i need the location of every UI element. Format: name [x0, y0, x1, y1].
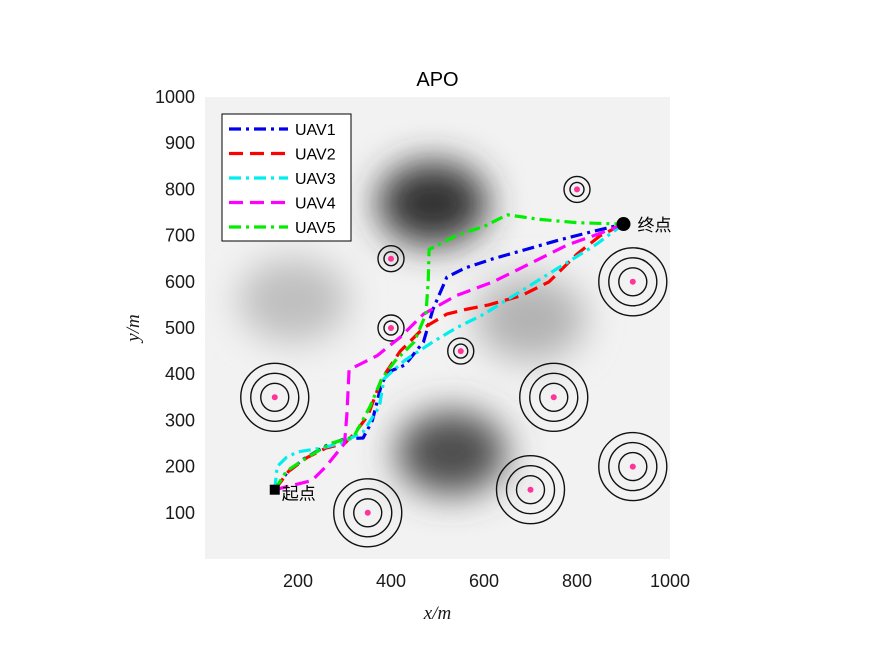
- x-tick-label: 400: [376, 571, 406, 591]
- legend-label: UAV3: [295, 171, 336, 188]
- y-tick-label: 700: [165, 226, 195, 246]
- threat-center: [457, 348, 464, 355]
- legend-label: UAV5: [295, 220, 336, 237]
- threat-ring: [505, 465, 556, 515]
- x-tick-label: 800: [562, 571, 592, 591]
- threat-zones: [240, 175, 668, 548]
- y-tick-label: 100: [165, 503, 195, 523]
- threat-ring: [539, 382, 569, 412]
- threat-ring: [598, 431, 668, 502]
- threat-center: [550, 394, 557, 401]
- terrain-dark-spot: [377, 161, 488, 246]
- y-tick-label: 900: [165, 133, 195, 153]
- threat-zone: [598, 431, 668, 502]
- x-tick-label: 1000: [650, 571, 690, 591]
- threat-ring: [563, 175, 591, 204]
- start-end-markers: 起点 终点: [269, 216, 672, 505]
- threat-ring: [515, 475, 546, 505]
- y-axis-label: y/m: [123, 314, 144, 343]
- terrain-dark-spot: [238, 258, 349, 343]
- x-tick-label: 200: [283, 571, 313, 591]
- threat-ring: [519, 362, 589, 432]
- path-uav2: [273, 222, 625, 491]
- x-axis-label: x/m: [423, 603, 451, 624]
- y-tick-label: 800: [165, 179, 195, 199]
- threat-ring: [608, 441, 658, 492]
- threat-ring: [377, 245, 405, 273]
- y-tick-label: 400: [165, 364, 195, 384]
- end-marker: [616, 217, 631, 232]
- threat-ring: [353, 498, 383, 528]
- terrain-shading: [238, 161, 586, 495]
- threat-center: [388, 255, 394, 262]
- x-axis-ticks: 200 400 600 800 1000: [283, 571, 690, 591]
- threat-ring: [250, 372, 300, 422]
- threat-center: [629, 463, 636, 470]
- y-tick-label: 200: [165, 457, 195, 477]
- threat-center: [271, 394, 278, 401]
- threat-ring: [495, 455, 566, 525]
- y-tick-label: 500: [165, 318, 195, 338]
- threat-ring: [240, 362, 310, 432]
- threat-ring: [453, 343, 469, 359]
- threat-zone: [333, 478, 403, 548]
- legend-item-uav5: UAV5: [229, 220, 336, 237]
- threat-ring: [383, 320, 399, 336]
- threat-ring: [383, 251, 399, 267]
- threat-zone: [240, 362, 310, 432]
- x-tick-label: 600: [469, 571, 499, 591]
- y-tick-label: 300: [165, 410, 195, 430]
- y-tick-label: 600: [165, 272, 195, 292]
- threat-center: [527, 486, 534, 493]
- threat-center: [388, 325, 394, 331]
- threat-center: [574, 186, 580, 193]
- path-uav3: [273, 222, 625, 490]
- legend-label: UAV1: [295, 122, 336, 139]
- legend-label: UAV4: [295, 196, 336, 213]
- path-uav4: [274, 222, 625, 492]
- threat-ring: [618, 267, 648, 297]
- path-uav5: [273, 213, 624, 491]
- threat-ring: [343, 488, 393, 538]
- threat-zone: [519, 362, 589, 432]
- threat-ring: [608, 257, 658, 307]
- threat-center: [629, 278, 636, 285]
- legend-label: UAV2: [295, 147, 336, 164]
- y-axis-ticks: 100 200 300 400 500 600 700 800 900 1000: [155, 87, 195, 523]
- threat-ring: [260, 382, 290, 412]
- end-label: 终点: [638, 216, 672, 236]
- threat-zone: [377, 314, 405, 342]
- legend-item-uav3: UAV3: [229, 171, 336, 188]
- threat-ring: [569, 181, 585, 198]
- threat-ring: [333, 478, 403, 548]
- start-label: 起点: [282, 485, 316, 505]
- legend-item-uav4: UAV4: [229, 196, 336, 213]
- threat-center: [364, 509, 371, 516]
- terrain-dark-spot: [396, 410, 507, 495]
- threat-ring: [447, 337, 475, 365]
- legend: UAV1 UAV2 UAV3 UAV4 UAV5: [221, 113, 352, 242]
- uav-paths: [273, 213, 625, 492]
- legend-item-uav1: UAV1: [229, 122, 336, 139]
- threat-ring: [598, 247, 668, 317]
- y-tick-label: 1000: [155, 87, 195, 107]
- chart-title: APO: [416, 69, 458, 91]
- threat-zone: [447, 337, 475, 365]
- threat-ring: [529, 372, 579, 422]
- threat-zone: [563, 175, 591, 204]
- threat-ring: [377, 314, 405, 342]
- threat-zone: [495, 455, 566, 525]
- threat-zone: [598, 247, 668, 317]
- legend-item-uav2: UAV2: [229, 147, 336, 164]
- terrain-dark-spot: [475, 276, 586, 361]
- threat-ring: [618, 451, 648, 482]
- start-marker: [269, 484, 280, 495]
- threat-zone: [377, 245, 405, 273]
